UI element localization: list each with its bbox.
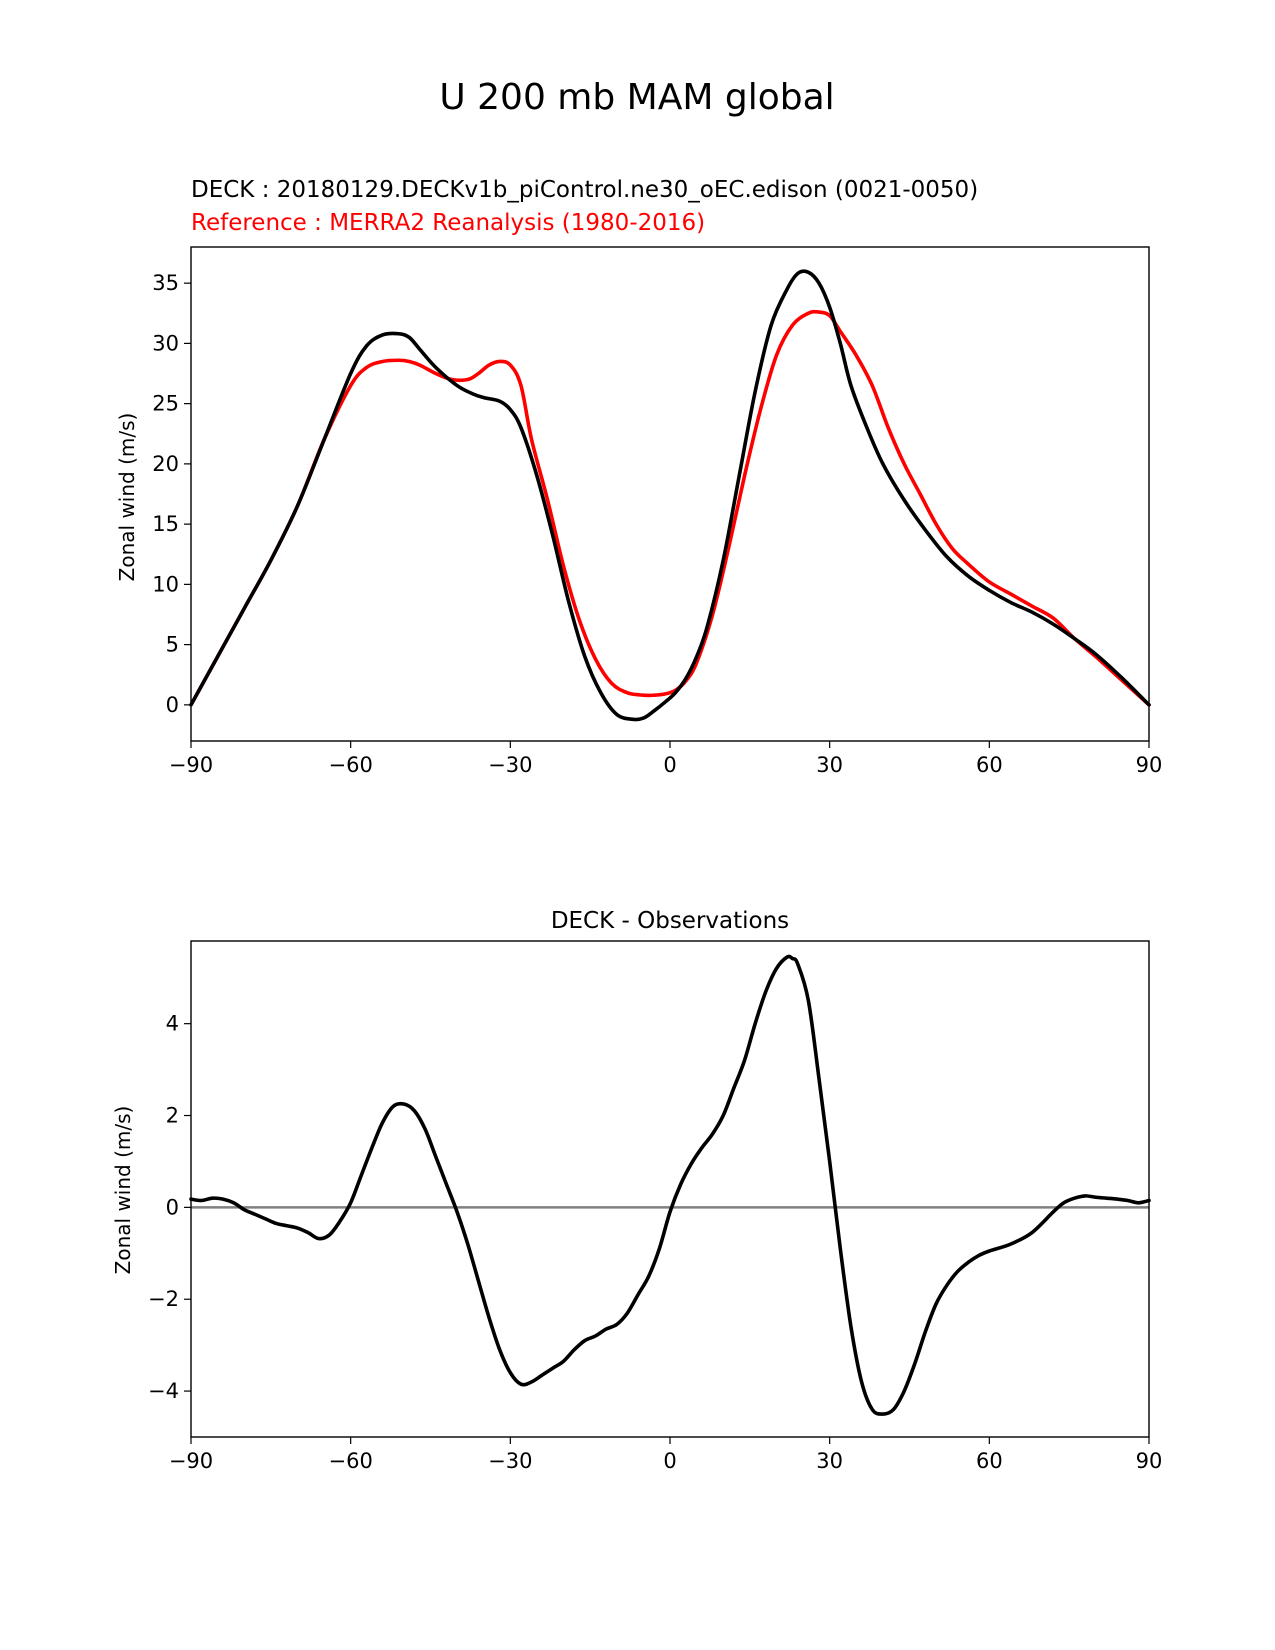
subtitle-reference: Reference : MERRA2 Reanalysis (1980-2016… (191, 210, 705, 236)
bottom-axes-frame (190, 940, 1150, 1438)
top-x-tick-label: −90 (169, 753, 213, 777)
top-axis-ticks: −90 −60 −30 0 30 60 90 0 5 10 15 20 25 30 35 (152, 271, 1162, 777)
bottom-y-tick-label: −4 (148, 1379, 179, 1403)
top-y-tick-label: 0 (166, 693, 179, 717)
top-y-tick-label: 10 (152, 572, 179, 596)
bottom-x-tick-label: 60 (976, 1449, 1003, 1473)
top-series-reference-line (189, 309, 1151, 707)
bottom-series (189, 954, 1151, 1416)
bottom-axis-ticks: −90 −60 −30 0 30 60 90 −4 −2 0 2 4 (148, 1012, 1162, 1473)
top-x-tick-label: 0 (663, 753, 676, 777)
top-y-tick-label: 20 (152, 452, 179, 476)
top-x-tick-label: 90 (1136, 753, 1163, 777)
bottom-ylabel: Zonal wind (m/s) (111, 1106, 135, 1275)
figure-title: U 200 mb MAM global (439, 77, 834, 118)
top-series-test-line (189, 269, 1151, 722)
top-x-tick-label: 60 (976, 753, 1003, 777)
bottom-x-tick-label: −30 (488, 1449, 532, 1473)
top-y-tick-label: 30 (152, 331, 179, 355)
bottom-y-tick-label: 2 (166, 1104, 179, 1128)
top-x-tick-label: 30 (816, 753, 843, 777)
bottom-y-tick-label: 4 (166, 1012, 179, 1036)
top-x-tick-label: −60 (329, 753, 373, 777)
top-axes-frame (190, 246, 1150, 742)
bottom-x-tick-label: 0 (663, 1449, 676, 1473)
bottom-y-tick-label: −2 (148, 1287, 179, 1311)
top-x-tick-label: −30 (488, 753, 532, 777)
subtitle-test: DECK : 20180129.DECKv1b_piControl.ne30_o… (191, 177, 978, 203)
top-y-tick-label: 35 (152, 271, 179, 295)
bottom-x-tick-label: −60 (329, 1449, 373, 1473)
bottom-panel: DECK - Observations Zonal wind (m/s) −90… (111, 908, 1162, 1473)
bottom-title: DECK - Observations (551, 908, 789, 934)
bottom-series-difference-line (189, 954, 1151, 1416)
top-series (189, 269, 1151, 722)
top-ylabel: Zonal wind (m/s) (115, 413, 139, 582)
bottom-x-tick-label: 30 (816, 1449, 843, 1473)
top-y-tick-label: 15 (152, 512, 179, 536)
bottom-y-tick-label: 0 (166, 1195, 179, 1219)
top-y-tick-label: 25 (152, 392, 179, 416)
bottom-x-tick-label: 90 (1136, 1449, 1163, 1473)
top-panel: DECK : 20180129.DECKv1b_piControl.ne30_o… (115, 177, 1162, 777)
bottom-x-tick-label: −90 (169, 1449, 213, 1473)
top-y-tick-label: 5 (166, 633, 179, 657)
